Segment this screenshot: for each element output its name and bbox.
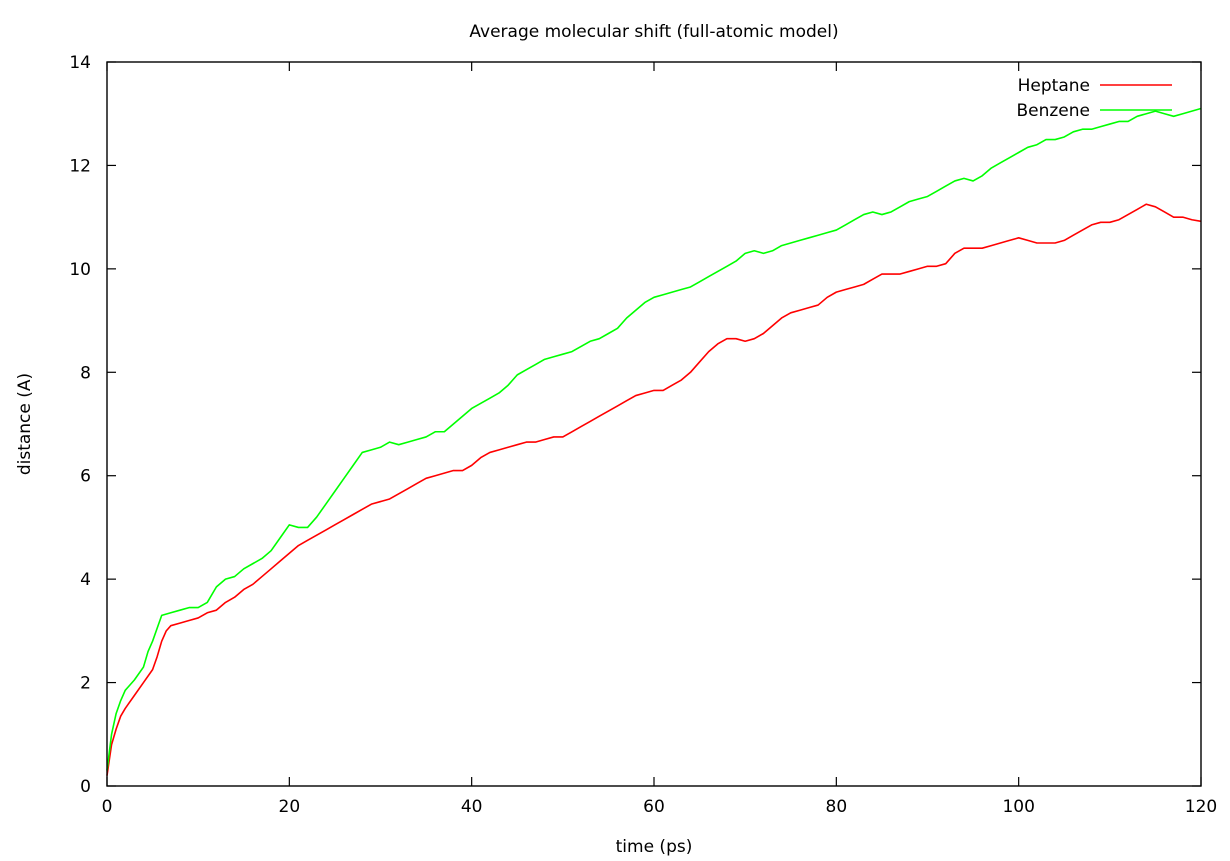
chart-title: Average molecular shift (full-atomic mod… — [469, 22, 838, 42]
y-tick-label: 10 — [69, 260, 91, 280]
y-tick-label: 8 — [80, 363, 91, 383]
x-tick-label: 80 — [826, 797, 848, 817]
y-tick-label: 4 — [80, 570, 91, 590]
y-tick-label: 2 — [80, 674, 91, 694]
y-tick-label: 6 — [80, 467, 91, 487]
x-tick-label: 120 — [1185, 797, 1217, 817]
axis-ticks: 0 20 40 60 80 100 120 0 2 4 6 8 10 12 14 — [69, 53, 1217, 817]
legend: Heptane Benzene — [1016, 76, 1172, 121]
x-tick-label: 20 — [279, 797, 301, 817]
y-tick-label: 0 — [80, 777, 91, 797]
x-axis-label: time (ps) — [616, 837, 693, 857]
series-line-heptane — [106, 203, 1202, 776]
plot-frame — [106, 61, 1202, 787]
y-axis-label: distance (A) — [15, 373, 35, 475]
x-tick-label: 100 — [1002, 797, 1034, 817]
x-tick-label: 40 — [461, 797, 483, 817]
y-tick-label: 12 — [69, 156, 91, 176]
x-tick-label: 60 — [643, 797, 665, 817]
series-line-benzene — [106, 107, 1202, 771]
y-tick-label: 14 — [69, 53, 91, 73]
x-tick-label: 0 — [102, 797, 113, 817]
series-lines — [106, 107, 1202, 776]
legend-label-heptane: Heptane — [1018, 76, 1090, 96]
legend-label-benzene: Benzene — [1016, 101, 1090, 121]
